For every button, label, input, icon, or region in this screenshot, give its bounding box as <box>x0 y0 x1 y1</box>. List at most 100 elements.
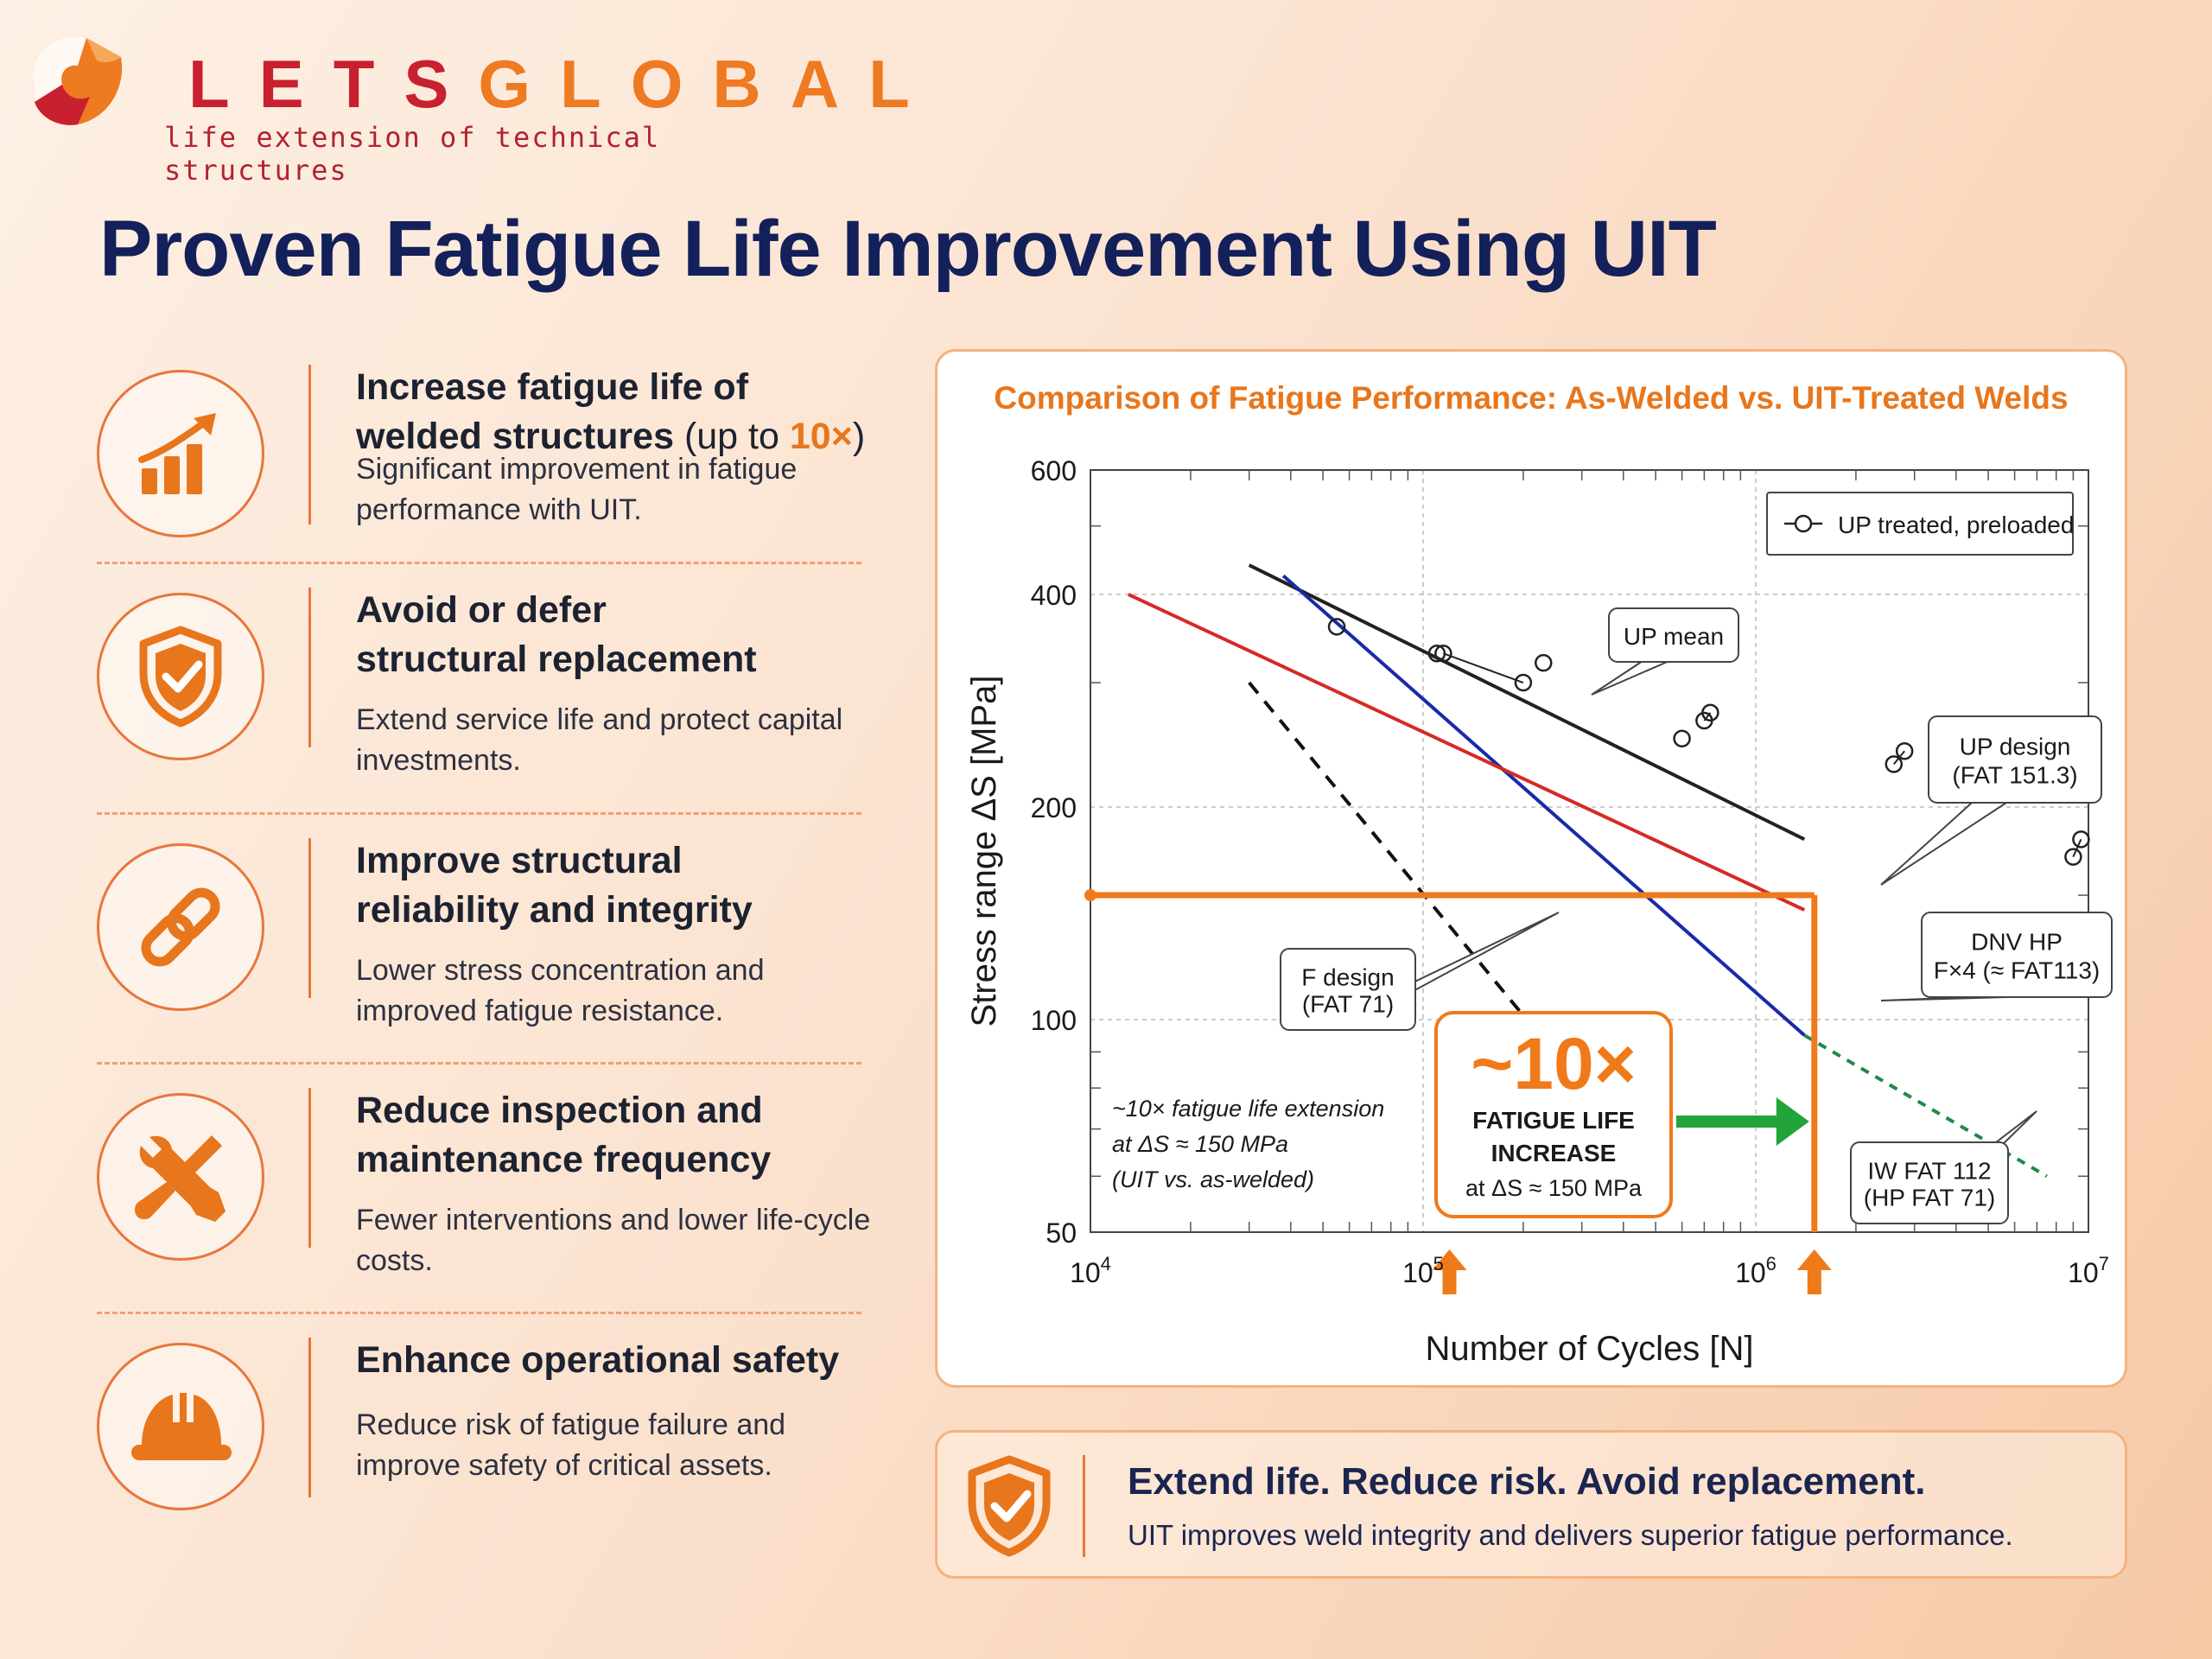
feature-separator <box>97 812 861 815</box>
chart-title: Comparison of Fatigue Performance: As-We… <box>994 380 2069 416</box>
feature-divider <box>308 1088 311 1248</box>
series-line-1 <box>1281 574 1806 1037</box>
feature-heading-line2: maintenance frequency <box>356 1139 772 1180</box>
feature-heading: Enhance operational safety <box>356 1336 874 1385</box>
logo-letter: B <box>712 46 791 122</box>
badge-box <box>1434 1011 1673 1218</box>
scatter-point <box>2072 830 2090 849</box>
callout-up-design-box <box>1928 715 2102 804</box>
series-line-0 <box>1248 563 1806 842</box>
callout-up-design-text: (FAT 151.3) <box>1952 762 2077 789</box>
feature-divider <box>308 365 311 524</box>
plot-frame <box>1090 469 2089 1233</box>
scatter-point <box>1434 644 1452 663</box>
y-tick-label: 200 <box>1031 792 1077 823</box>
feature-separator <box>97 562 861 564</box>
scatter-point <box>2064 848 2082 866</box>
scatter-point <box>1673 729 1691 747</box>
scatter-point <box>1701 703 1719 722</box>
series-line-3 <box>1128 593 1806 912</box>
feature-heading-line1: Avoid or defer <box>356 589 607 631</box>
x-tick-base: 10 <box>1070 1257 1101 1288</box>
legend-entry: UP treated, preloaded <box>1838 512 2074 538</box>
feature-separator <box>97 1312 861 1314</box>
feature-item-inspection: Reduce inspection and maintenance freque… <box>97 1062 870 1278</box>
feature-description: Lower stress concentration and improved … <box>356 954 765 1027</box>
feature-description: Reduce risk of fatigue failure and impro… <box>356 1408 786 1482</box>
reference-start-dot <box>1084 889 1096 902</box>
x-tick-exponent: 7 <box>2099 1253 2109 1274</box>
feature-icon-circle <box>97 1343 264 1510</box>
y-tick-label: 400 <box>1031 580 1077 611</box>
logo-letter: O <box>630 46 713 122</box>
feature-description: Significant improvement in fatigue perfo… <box>356 453 798 526</box>
legend-marker-swatch <box>1794 514 1813 533</box>
x-tick-exponent: 5 <box>1433 1253 1444 1274</box>
green-arrow-head <box>1776 1097 1809 1146</box>
feature-item-safety: Enhance operational safety Reduce risk o… <box>97 1312 861 1528</box>
feature-item-reliability: Improve structural reliability and integ… <box>97 812 861 1028</box>
feature-item-fatigue-life: Increase fatigue life of welded structur… <box>97 339 865 555</box>
x-tick-exponent: 6 <box>1766 1253 1777 1274</box>
scatter-point <box>1327 618 1346 636</box>
logo-mark-icon <box>33 36 123 125</box>
logo-letter: A <box>790 46 869 122</box>
page-title: Proven Fatigue Life Improvement Using UI… <box>99 205 1717 293</box>
callout-up-mean-text: UP mean <box>1624 623 1724 650</box>
callout-up-design-text: UP design <box>1960 733 2071 760</box>
logo-letter: E <box>258 46 334 122</box>
scatter-points <box>1327 618 2090 866</box>
shield-check-icon <box>139 626 222 728</box>
feature-divider <box>308 588 311 747</box>
logo-wordmark: LETSGLOBAL <box>188 50 939 118</box>
callout-f-design-box <box>1280 948 1416 1031</box>
feature-heading: Increase fatigue life of welded structur… <box>356 363 874 461</box>
x-tick-base: 10 <box>1402 1257 1433 1288</box>
x-tick-exponent: 4 <box>1101 1253 1111 1274</box>
feature-heading-line2: reliability and integrity <box>356 889 753 931</box>
scatter-connector <box>1892 750 1905 765</box>
logo-letter: S <box>404 46 479 122</box>
bottom-banner: Extend life. Reduce risk. Avoid replacem… <box>935 1430 2127 1579</box>
x-tick-base: 10 <box>1735 1257 1766 1288</box>
banner-subtitle: UIT improves weld integrity and delivers… <box>1128 1519 2013 1551</box>
company-logo: LETSGLOBAL life extension of technical s… <box>24 24 910 187</box>
feature-divider <box>308 838 311 998</box>
callout-dnv-hp-text: F×4 (≈ FAT113) <box>1934 957 2101 983</box>
feature-description: Extend service life and protect capital … <box>356 703 843 777</box>
feature-highlight-10x: 10× <box>789 416 853 457</box>
callout-up-design-pointer <box>1880 802 2007 886</box>
logo-letter: L <box>560 46 631 122</box>
callout-iw-fat-text: (HP FAT 71) <box>1864 1185 1996 1211</box>
badge-big-text: ~10× <box>1471 1023 1637 1104</box>
scatter-point <box>1885 755 1904 773</box>
feature-description: Fewer interventions and lower life-cycle… <box>356 1204 871 1277</box>
wrench-screwdriver-icon <box>135 1135 226 1222</box>
annotation-text: (UIT vs. as-welded) <box>1112 1166 1314 1192</box>
callout-iw-fat-text: IW FAT 112 <box>1867 1157 1991 1184</box>
feature-heading: Reduce inspection and maintenance freque… <box>356 1086 874 1185</box>
feature-heading-line1: Increase fatigue life of <box>356 366 749 408</box>
feature-heading-line1: Enhance operational safety <box>356 1339 840 1381</box>
chain-link-icon <box>141 887 220 967</box>
feature-icon-circle <box>97 843 264 1011</box>
x-tick-label: 107 <box>2068 1253 2109 1288</box>
logo-tagline: life extension of technical structures <box>164 121 661 187</box>
feature-item-avoid-replacement: Avoid or defer structural replacement Ex… <box>97 562 861 778</box>
callout-f-design-text: (FAT 71) <box>1302 991 1394 1018</box>
x-tick-base: 10 <box>2068 1257 2099 1288</box>
feature-icon-circle <box>97 1093 264 1261</box>
logo-letter: L <box>868 46 939 122</box>
feature-separator <box>97 1062 861 1065</box>
callout-dnv-hp-text: DNV HP <box>1971 929 2063 956</box>
feature-heading: Improve structural reliability and integ… <box>356 836 874 935</box>
up-arrow-marker-0 <box>1432 1249 1467 1294</box>
callout-up-mean-box <box>1608 607 1739 663</box>
banner-divider <box>1083 1455 1085 1557</box>
up-arrow-marker-1 <box>1796 1249 1832 1294</box>
badge-line3: at ΔS ≈ 150 MPa <box>1465 1175 1643 1201</box>
callout-up-mean-pointer <box>1591 661 1668 696</box>
